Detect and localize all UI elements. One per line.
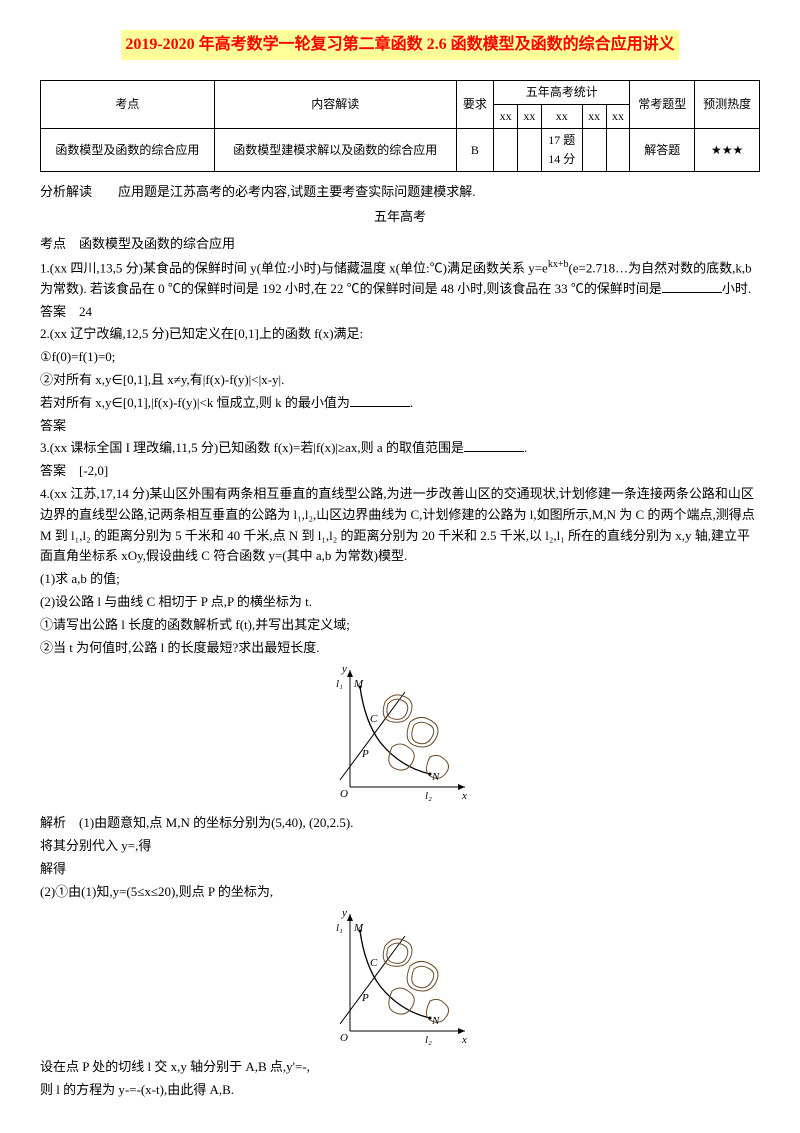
q2-l1: ①f(0)=f(1)=0;	[40, 347, 760, 368]
svg-text:x: x	[461, 1034, 467, 1046]
q3-tail: .	[524, 440, 527, 455]
td-s4	[582, 128, 606, 171]
section-fiveyear: 五年高考	[40, 207, 760, 228]
mountain-diagram-1: y x O M l₁ l₂ C P N	[330, 662, 470, 802]
q3-blank	[464, 438, 524, 452]
q2-blank	[350, 393, 410, 407]
svg-text:y: y	[341, 907, 347, 919]
page-title: 2019-2020 年高考数学一轮复习第二章函数 2.6 函数模型及函数的综合应…	[121, 30, 678, 60]
svg-text:C: C	[370, 713, 378, 725]
analysis-text: 分析解读 应用题是江苏高考的必考内容,试题主要考查实际问题建模求解.	[40, 182, 760, 203]
svg-text:O: O	[340, 788, 348, 800]
th-kaodian: 考点	[41, 80, 215, 128]
td-s5	[606, 128, 630, 171]
th-neirong: 内容解读	[214, 80, 456, 128]
svg-text:C: C	[370, 957, 378, 969]
td-neirong: 函数模型建模求解以及函数的综合应用	[214, 128, 456, 171]
svg-text:l₁: l₁	[336, 922, 343, 934]
q1-exp: kx+b	[548, 259, 569, 270]
td-kaodian: 函数模型及函数的综合应用	[41, 128, 215, 171]
svg-text:N: N	[431, 1015, 440, 1027]
sol-l1: 解析 (1)由题意知,点 M,N 的坐标分别为(5,40), (20,2.5).	[40, 813, 760, 834]
q4-p4: ①请写出公路 l 长度的函数解析式 f(t),并写出其定义域;	[40, 615, 760, 636]
svg-text:O: O	[340, 1032, 348, 1044]
svg-text:y: y	[341, 663, 347, 675]
mountain-diagram-2: y x O M l₁ l₂ C P N	[330, 906, 470, 1046]
th-redu: 预测热度	[695, 80, 760, 128]
sol-l6: 则 l 的方程为 y-=-(x-t),由此得 A,B.	[40, 1080, 760, 1101]
td-s2	[518, 128, 542, 171]
q4-p5: ②当 t 为何值时,公路 l 的长度最短?求出最短长度.	[40, 638, 760, 659]
q2-head: 2.(xx 辽宁改编,12,5 分)已知定义在[0,1]上的函数 f(x)满足:	[40, 324, 760, 345]
kaodian-line: 考点 函数模型及函数的综合应用	[40, 234, 760, 255]
svg-text:M: M	[353, 678, 364, 690]
svg-text:N: N	[431, 771, 440, 783]
svg-text:l₂: l₂	[425, 790, 432, 802]
td-redu: ★★★	[695, 128, 760, 171]
q1-blank	[662, 279, 722, 293]
q2-l3-text: 若对所有 x,y∈[0,1],|f(x)-f(y)|<k 恒成立,则 k 的最小…	[40, 395, 350, 410]
stats-table: 考点 内容解读 要求 五年高考统计 常考题型 预测热度 xx xx xx xx …	[40, 80, 760, 173]
sol-l3: 解得	[40, 859, 760, 880]
svg-text:M: M	[353, 922, 364, 934]
th-wunian: 五年高考统计	[494, 80, 630, 104]
sol-l5: 设在点 P 处的切线 l 交 x,y 轴分别于 A,B 点,y'=-,	[40, 1057, 760, 1078]
q4-p2: (1)求 a,b 的值;	[40, 569, 760, 590]
q2-tail: .	[410, 395, 413, 410]
td-s3: 17 题 14 分	[541, 128, 582, 171]
sol-l4: (2)①由(1)知,y=(5≤x≤20),则点 P 的坐标为,	[40, 882, 760, 903]
q2-l2: ②对所有 x,y∈[0,1],且 x≠y,有|f(x)-f(y)|<|x-y|.	[40, 370, 760, 391]
q1-answer: 答案 24	[40, 302, 760, 323]
q2-l3: 若对所有 x,y∈[0,1],|f(x)-f(y)|<k 恒成立,则 k 的最小…	[40, 393, 760, 414]
q1-tail: 小时.	[722, 281, 751, 296]
th-y3: xx	[541, 104, 582, 128]
q3-answer: 答案 [-2,0]	[40, 461, 760, 482]
th-y1: xx	[494, 104, 518, 128]
q3-head: 3.(xx 课标全国 I 理改编,11,5 分)已知函数 f(x)=若|f(x)…	[40, 440, 464, 455]
th-y5: xx	[606, 104, 630, 128]
th-tixing: 常考题型	[630, 80, 695, 128]
td-tixing: 解答题	[630, 128, 695, 171]
svg-text:x: x	[461, 790, 467, 802]
q1-head: 1.(xx 四川,13,5 分)某食品的保鲜时间 y(单位:小时)与储藏温度 x…	[40, 260, 548, 275]
th-y4: xx	[582, 104, 606, 128]
th-yaoqiu: 要求	[456, 80, 493, 128]
th-y2: xx	[518, 104, 542, 128]
q1: 1.(xx 四川,13,5 分)某食品的保鲜时间 y(单位:小时)与储藏温度 x…	[40, 257, 760, 300]
td-yaoqiu: B	[456, 128, 493, 171]
td-s1	[494, 128, 518, 171]
q4-p3: (2)设公路 l 与曲线 C 相切于 P 点,P 的横坐标为 t.	[40, 592, 760, 613]
svg-text:l₁: l₁	[336, 678, 343, 690]
q3: 3.(xx 课标全国 I 理改编,11,5 分)已知函数 f(x)=若|f(x)…	[40, 438, 760, 459]
svg-text:l₂: l₂	[425, 1034, 432, 1046]
q4-p1: 4.(xx 江苏,17,14 分)某山区外围有两条相互垂直的直线型公路,为进一步…	[40, 484, 760, 567]
q2-answer: 答案	[40, 416, 760, 437]
sol-l2: 将其分别代入 y=,得	[40, 836, 760, 857]
